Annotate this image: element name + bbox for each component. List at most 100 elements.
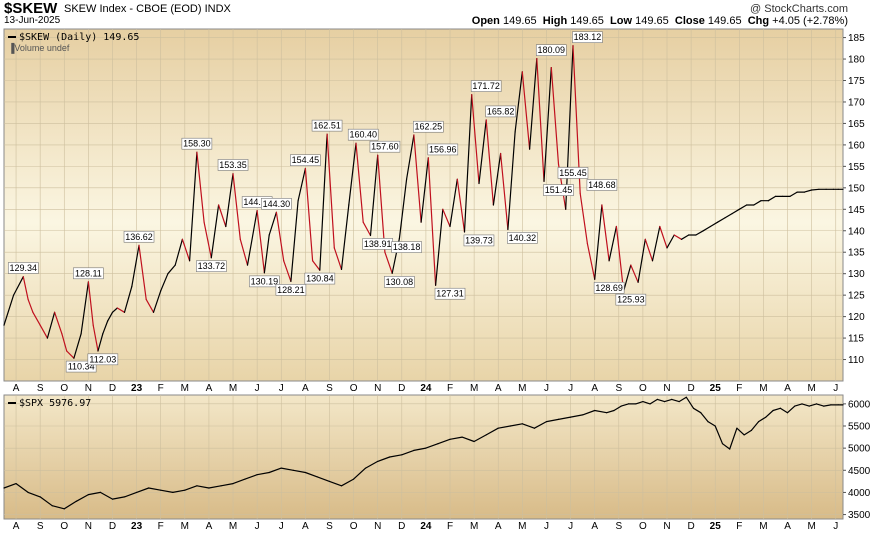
spx-x-tick-label: D: [398, 521, 405, 532]
skew-y-tick-label: 170: [848, 97, 865, 108]
skew-line-segment: [521, 71, 531, 150]
data-label: 128.69: [593, 282, 625, 294]
skew-y-tick-label: 145: [848, 205, 865, 216]
data-label-box: [586, 179, 618, 191]
data-label-text: 138.91: [364, 239, 392, 249]
data-label-text: 130.08: [386, 277, 414, 287]
skew-line-segment: [789, 191, 798, 197]
skew-line-segment: [218, 204, 227, 228]
spx-line-segment: [280, 467, 294, 471]
skew-line-segment: [319, 133, 328, 271]
spx-x-tick-label: O: [350, 521, 358, 532]
spx-line-segment: [413, 447, 427, 451]
skew-x-tick-label: D: [109, 383, 116, 394]
data-label: 158.30: [181, 137, 213, 150]
skew-line-segment: [66, 350, 75, 359]
skew-line-segment: [283, 260, 292, 282]
data-label-text: 136.62: [125, 232, 153, 242]
skew-panel: 110 115 120 125 130 135 140 145 150 155 160 165 170 1…: [3, 28, 865, 394]
skew-line-segment: [210, 204, 220, 259]
data-label: 165.82: [485, 105, 516, 118]
skew-line-segment: [406, 134, 415, 180]
data-label-box: [463, 234, 495, 247]
skew-line-segment: [615, 225, 625, 292]
skew-line-segment: [111, 307, 118, 313]
skew-line-segment: [39, 324, 49, 339]
data-label-box: [65, 360, 97, 373]
skew-line-segment: [384, 251, 393, 274]
spx-plot-area: [3, 394, 844, 520]
skew-line-segment: [543, 66, 552, 182]
skew-line-segment: [290, 200, 299, 282]
skew-line-segment: [536, 57, 545, 182]
skew-y-tick-label: 125: [848, 291, 865, 302]
skew-line-segment: [333, 247, 343, 270]
skew-x-tick-label: F: [447, 383, 453, 394]
skew-y-tick-label: 130: [848, 269, 865, 280]
data-label-text: 154.45: [292, 155, 320, 165]
data-label: 127.31: [434, 287, 466, 300]
data-label-text: 110.34: [68, 362, 95, 372]
spx-line-segment: [729, 427, 738, 450]
skew-line-segment: [138, 244, 147, 300]
skew-line-segment: [608, 225, 618, 262]
spx-line-segment: [765, 409, 774, 418]
skew-x-tick-label: J: [279, 383, 284, 394]
skew-line-segment: [811, 188, 820, 191]
spx-line-segment: [497, 425, 511, 429]
spx-x-tick-label: A: [13, 521, 20, 532]
low-value: 149.65: [635, 15, 669, 27]
data-label-text: 160.40: [349, 130, 377, 140]
data-label: 144.30: [261, 197, 292, 210]
data-label: 183.12: [572, 31, 603, 43]
spx-line-segment: [685, 396, 695, 409]
stockcharts-watermark[interactable]: @ StockCharts.com: [750, 3, 848, 15]
data-label: 154.45: [290, 154, 321, 167]
data-label-box: [593, 282, 625, 294]
spx-line-segment: [256, 471, 270, 476]
data-label-box: [413, 120, 444, 133]
skew-line-segment: [326, 133, 335, 249]
spx-line-segment: [75, 494, 90, 502]
skew-line-segment: [413, 134, 422, 223]
low-label: Low: [610, 15, 633, 27]
data-label: 110.34: [65, 360, 97, 373]
spx-x-tick-label: F: [158, 521, 164, 532]
spx-y-tick-label: 4000: [848, 488, 871, 499]
spx-line-segment: [707, 421, 716, 427]
skew-line-segment: [594, 204, 603, 280]
data-label-text: 148.68: [588, 180, 616, 190]
skew-x-tick-label: J: [255, 383, 260, 394]
skew-x-tick-label: M: [181, 383, 189, 394]
spx-line-segment: [461, 436, 475, 443]
spx-x-tick-label: A: [206, 521, 213, 532]
spx-line-segment: [521, 423, 536, 429]
data-label: 162.25: [413, 120, 444, 133]
spx-line-segment: [635, 401, 644, 405]
data-label-box: [87, 353, 119, 366]
skew-line-segment: [377, 154, 386, 253]
skew-line-segment: [398, 178, 408, 240]
spx-line-segment: [365, 460, 379, 469]
spx-x-tick-label: N: [663, 521, 670, 532]
spx-line-segment: [63, 500, 77, 510]
skew-line-segment: [435, 208, 444, 286]
skew-x-tick-label: A: [13, 383, 20, 394]
data-label-box: [391, 241, 422, 253]
spx-x-tick-label: J: [568, 521, 573, 532]
skew-line-segment: [485, 119, 494, 206]
data-label-box: [304, 272, 336, 285]
skew-x-tick-label: N: [374, 383, 381, 394]
data-label-text: 162.51: [313, 121, 341, 131]
spx-line-segment: [801, 403, 810, 407]
skew-line-segment: [709, 221, 719, 228]
skew-y-tick-label: 150: [848, 183, 865, 194]
skew-line-segment: [803, 189, 813, 193]
spx-line-segment: [184, 485, 198, 491]
skew-y-tick-label: 165: [848, 119, 865, 130]
change-label: Chg: [747, 15, 770, 27]
skew-line-segment: [27, 298, 34, 313]
data-label: 157.60: [369, 140, 401, 153]
skew-line-segment: [579, 192, 589, 245]
spx-line-segment: [786, 405, 796, 414]
